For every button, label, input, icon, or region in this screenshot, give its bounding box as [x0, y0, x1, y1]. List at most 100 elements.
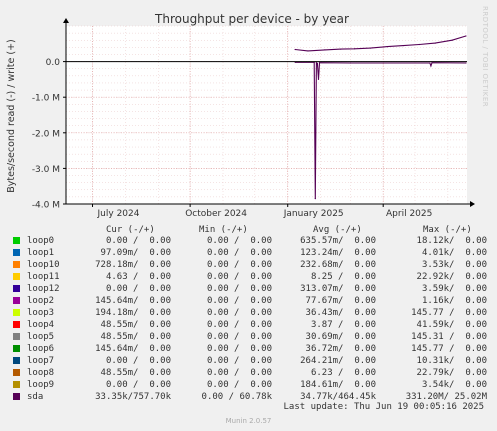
series-layer: [294, 35, 467, 200]
legend-cur-value: 4.63 / 0.00: [105, 272, 171, 282]
legend-row-loop5: loop5 48.55m/ 0.00 0.00 / 0.00 30.69m/ 0.00…: [0, 331, 497, 343]
legend-avg-value: 3.87 / 0.00: [310, 320, 376, 330]
legend-header-avg: Avg (-/+): [313, 225, 362, 235]
legend-avg-value: 313.07m/ 0.00: [300, 284, 376, 294]
legend-row-loop10: loop10 728.18m/ 0.00 0.00 / 0.00 232.68m/ 0…: [0, 259, 497, 271]
legend-avg-value: 264.21m/ 0.00: [300, 356, 376, 366]
legend-avg-value: 36.43m/ 0.00: [305, 308, 376, 318]
rrdtool-credit: RRDTOOL / TOBI OETIKER: [481, 6, 489, 108]
legend-min-value: 0.00 / 0.00: [206, 260, 272, 270]
legend-cur-value: 48.55m/ 0.00: [100, 368, 171, 378]
legend-name: loop6: [27, 344, 55, 354]
legend-avg-value: 184.61m/ 0.00: [300, 380, 376, 390]
legend-cur-value: 0.00 / 0.00: [105, 284, 171, 294]
data-point-sda-write: [451, 39, 453, 41]
legend-min-value: 0.00 / 0.00: [206, 356, 272, 366]
legend-max-value: 18.12k/ 0.00: [416, 236, 487, 246]
legend-swatch: [13, 345, 20, 352]
legend-cur-value: 194.18m/ 0.00: [95, 308, 171, 318]
y-axis-arrow: [63, 18, 69, 23]
legend-min-value: 0.00 / 0.00: [206, 236, 272, 246]
legend-header: Cur (-/+) Min (-/+) Avg (-/+) Max (-/+): [0, 224, 497, 237]
legend-swatch: [13, 273, 20, 280]
legend-header-cur: Cur (-/+): [106, 225, 155, 235]
last-update: Last update: Thu Jun 19 00:05:16 2025: [283, 402, 484, 412]
x-axis-arrow: [470, 201, 475, 207]
legend-name: loop5: [27, 332, 55, 342]
legend-name: loop7: [27, 356, 55, 366]
legend-min-value: 0.00 / 0.00: [206, 332, 272, 342]
legend-name: loop8: [27, 368, 55, 378]
legend-row-loop12: loop12 0.00 / 0.00 0.00 / 0.00 313.07m/ 0.0…: [0, 283, 497, 295]
legend-max-value: 331.20M/ 25.02M: [405, 392, 487, 402]
data-point-sda-read: [318, 62, 321, 64]
legend-min-value: 0.00 / 0.00: [206, 344, 272, 354]
x-tick-label: April 2025: [386, 209, 432, 219]
y-tick-label: -4.0 M: [32, 201, 60, 211]
y-tick-label: -3.0 M: [32, 165, 60, 175]
legend-cur-value: 33.35k/757.70k: [95, 392, 171, 402]
data-point-sda-read: [465, 62, 467, 64]
data-point-sda-read: [315, 62, 317, 64]
legend-row-loop3: loop3 194.18m/ 0.00 0.00 / 0.00 36.43m/ 0.0…: [0, 307, 497, 319]
legend-max-value: 1.16k/ 0.00: [421, 296, 487, 306]
legend-swatch: [13, 393, 20, 400]
legend-max-value: 3.53k/ 0.00: [421, 260, 487, 270]
legend-min-value: 0.00 / 0.00: [206, 296, 272, 306]
legend-row-loop8: loop8 48.55m/ 0.00 0.00 / 0.00 6.23 / 0.00 2…: [0, 367, 497, 379]
legend-max-value: 145.77 / 0.00: [411, 344, 487, 354]
y-tick-label: -1.0 M: [32, 94, 60, 104]
legend-max-value: 22.92k/ 0.00: [416, 272, 487, 282]
legend-min-value: 0.00 / 0.00: [206, 248, 272, 258]
legend-avg-value: 635.57m/ 0.00: [300, 236, 376, 246]
x-tick-label: January 2025: [283, 209, 344, 219]
legend-cur-value: 0.00 / 0.00: [105, 380, 171, 390]
legend-cur-value: 48.55m/ 0.00: [100, 332, 171, 342]
data-point-sda-read: [429, 62, 431, 64]
legend-name: loop2: [27, 296, 55, 306]
legend-name: loop9: [27, 380, 55, 390]
legend-header-max: Max (-/+): [423, 225, 472, 235]
legend-avg-value: 6.23 / 0.00: [310, 368, 376, 378]
legend-min-value: 0.00 / 0.00: [206, 284, 272, 294]
data-point-sda-read: [430, 65, 432, 67]
legend-name: loop3: [27, 308, 55, 318]
legend-max-value: 22.79k/ 0.00: [416, 368, 487, 378]
legend-header-min: Min (-/+): [199, 225, 248, 235]
data-point-sda-write: [294, 48, 296, 51]
data-point-sda-write: [307, 50, 309, 52]
legend-min-value: 0.00 / 60.78k: [201, 392, 272, 402]
legend-row-loop2: loop2 145.64m/ 0.00 0.00 / 0.00 77.67m/ 0.0…: [0, 295, 497, 307]
data-point-sda-read: [349, 62, 351, 64]
legend-cur-value: 48.55m/ 0.00: [100, 320, 171, 330]
legend-avg-value: 8.25 / 0.00: [310, 272, 376, 282]
data-point-sda-write: [465, 35, 467, 37]
legend-swatch: [13, 357, 20, 364]
data-point-sda-write: [434, 42, 436, 44]
throughput-chart: 0.0 -1.0 M -2.0 M -3.0 M -4.0 M July 2024 Oct…: [6, 12, 475, 219]
data-point-sda-write: [353, 48, 356, 50]
legend-row-loop6: loop6 145.64m/ 0.00 0.00 / 0.00 36.72m/ 0.0…: [0, 343, 497, 355]
legend-max-value: 145.77 / 0.00: [411, 308, 487, 318]
data-point-sda-write: [369, 47, 372, 49]
legend-name: loop12: [27, 284, 60, 294]
munin-version: Munin 2.0.57: [225, 417, 272, 425]
legend-avg-value: 30.69m/ 0.00: [305, 332, 376, 342]
legend-swatch: [13, 249, 20, 256]
legend-max-value: 41.59k/ 0.00: [416, 320, 487, 330]
legend-cur-value: 0.00 / 0.00: [105, 236, 171, 246]
legend-avg-value: 34.77k/464.45k: [300, 392, 376, 402]
legend-min-value: 0.00 / 0.00: [206, 380, 272, 390]
legend-max-value: 3.59k/ 0.00: [421, 284, 487, 294]
data-point-sda-write: [324, 49, 326, 51]
legend-row-loop4: loop4 48.55m/ 0.00 0.00 / 0.00 3.87 / 0.00 4…: [0, 319, 497, 331]
legend-min-value: 0.00 / 0.00: [206, 368, 272, 378]
legend-max-value: 145.31 / 0.00: [411, 332, 487, 342]
legend-name: loop11: [27, 272, 60, 282]
legend-swatch: [13, 369, 20, 376]
legend-cur-value: 145.64m/ 0.00: [95, 344, 171, 354]
axes: [63, 18, 475, 207]
x-tick-label: October 2024: [185, 209, 247, 219]
legend-swatch: [13, 333, 20, 340]
legend: loop0 0.00 / 0.00 0.00 / 0.00 635.57m/ 0.00…: [0, 235, 497, 403]
